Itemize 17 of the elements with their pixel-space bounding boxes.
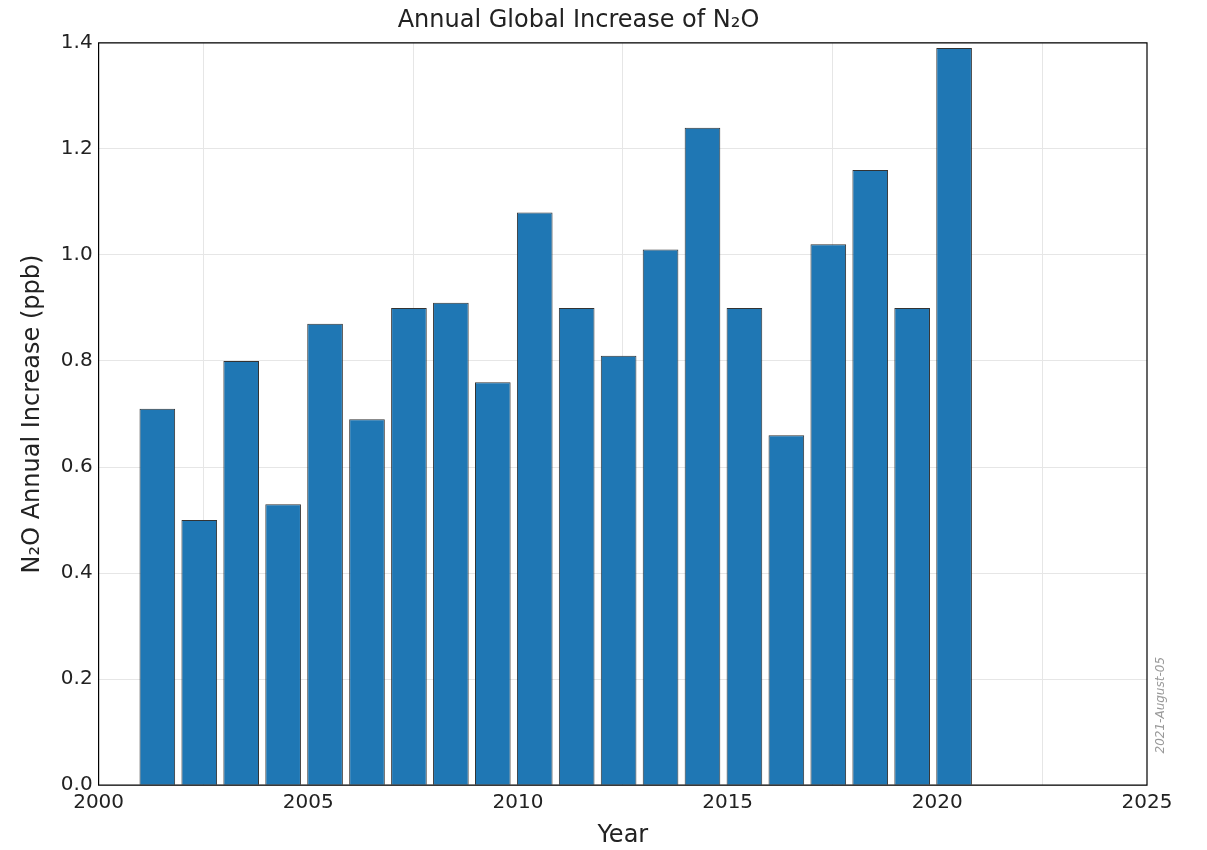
x-tick-label: 2005	[282, 789, 334, 814]
x-tick-label: 2020	[911, 789, 963, 814]
x-axis-title: Year	[596, 819, 649, 848]
y-tick-label: 0.6	[60, 453, 93, 478]
x-tick-label: 2025	[1121, 789, 1173, 814]
text: 2021-August-05	[1153, 656, 1168, 754]
y-tick-label: 0.8	[60, 347, 93, 372]
x-tick-label: 2000	[73, 789, 125, 814]
y-tick-label: 0.2	[60, 665, 93, 690]
chart-title: Annual Global Increase of N₂O	[397, 4, 760, 33]
y-tick-label: 0.4	[60, 559, 93, 584]
y-axis-title: N₂O Annual Increase (ppb)	[16, 254, 45, 574]
y-tick-label: 1.2	[60, 135, 93, 160]
x-tick-label: 2010	[492, 789, 544, 814]
y-tick-label: 1.4	[60, 29, 93, 53]
y-tick-label: 1.0	[60, 241, 93, 266]
x-tick-label: 2015	[702, 789, 754, 814]
